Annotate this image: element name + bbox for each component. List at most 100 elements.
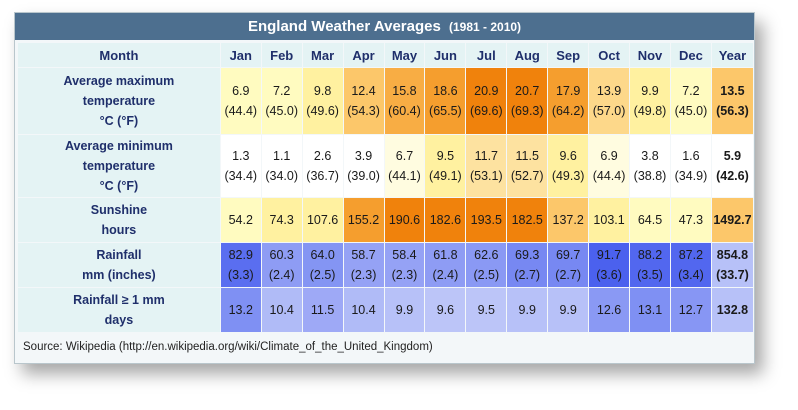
data-cell: 13.9 (57.0): [589, 68, 630, 134]
header-month: Month: [18, 43, 220, 67]
data-cell: 69.3 (2.7): [507, 243, 548, 287]
cell-value: 1.6: [682, 149, 700, 163]
cell-value: (42.6): [716, 169, 749, 183]
cell-value: 107.6: [306, 213, 339, 227]
data-cell: 15.8 (60.4): [384, 68, 425, 134]
data-cell: 11.5: [302, 288, 343, 332]
row-label-line: hours: [101, 223, 137, 237]
row-label-line: temperature: [82, 159, 156, 173]
data-cell: 193.5: [466, 198, 507, 242]
data-cell: 13.2: [220, 288, 261, 332]
cell-value: (2.3): [391, 268, 418, 282]
data-cell: 182.6: [425, 198, 466, 242]
data-cell: 9.9: [507, 288, 548, 332]
row-label-line: Rainfall ≥ 1 mm: [73, 293, 165, 307]
header-jun: Jun: [425, 43, 466, 67]
cell-value: 1.1: [273, 149, 291, 163]
table-title-range: (1981 - 2010): [448, 20, 522, 34]
cell-value: 9.5: [436, 149, 455, 163]
cell-value: 69.7: [555, 248, 581, 262]
data-cell: 9.9: [384, 288, 425, 332]
cell-value: 20.9: [474, 84, 499, 98]
data-cell: 64.5: [630, 198, 670, 242]
header-nov: Nov: [630, 43, 670, 67]
cell-value: (45.0): [265, 104, 299, 118]
table-row: Sunshine hours 54.2 74.3 107.6 155.2 190.6 182.…: [18, 198, 753, 242]
row-label-line: °C (°F): [99, 179, 139, 193]
cell-value: (39.0): [347, 169, 380, 183]
data-cell: 9.5 (49.1): [425, 135, 466, 197]
data-cell: 12.7: [670, 288, 711, 332]
header-aug: Aug: [507, 43, 548, 67]
cell-value: 6.9: [600, 149, 618, 163]
cell-value: 61.8: [433, 248, 458, 262]
cell-value: 132.8: [716, 303, 749, 317]
row-label-line: days: [104, 313, 134, 327]
data-cell: 6.7 (44.1): [384, 135, 425, 197]
cell-value: 11.5: [515, 149, 539, 163]
data-cell: 6.9 (44.4): [220, 68, 261, 134]
cell-value: (2.4): [268, 268, 295, 282]
data-cell: 3.9 (39.0): [343, 135, 384, 197]
cell-value: 10.4: [351, 303, 376, 317]
data-cell: 88.2 (3.5): [630, 243, 670, 287]
table-body: Average maximum temperature °C (°F) 6.9 (44.…: [18, 68, 753, 332]
cell-value: 137.2: [552, 213, 584, 227]
cell-value: 87.2: [678, 248, 704, 262]
cell-value: 103.1: [593, 213, 625, 227]
data-cell: 7.2 (45.0): [261, 68, 302, 134]
cell-value: 9.6: [436, 303, 455, 317]
data-cell: 1.6 (34.9): [670, 135, 711, 197]
cell-value: (69.6): [469, 104, 503, 118]
cell-value: (38.8): [633, 169, 667, 183]
cell-value: 74.3: [269, 213, 294, 227]
cell-value: 854.8: [716, 248, 749, 262]
cell-value: (44.4): [224, 104, 258, 118]
row-label: Average minimum temperature °C (°F): [18, 135, 220, 197]
cell-value: (2.3): [350, 268, 377, 282]
cell-value: 1492.7: [713, 213, 752, 227]
cell-value: (57.0): [592, 104, 626, 118]
data-cell: 9.8 (49.6): [302, 68, 343, 134]
data-cell: 60.3 (2.4): [261, 243, 302, 287]
data-cell: 58.4 (2.3): [384, 243, 425, 287]
cell-value: (2.5): [309, 268, 336, 282]
data-cell: 2.6 (36.7): [302, 135, 343, 197]
cell-value: 62.6: [474, 248, 499, 262]
data-cell: 74.3: [261, 198, 302, 242]
data-cell: 1.1 (34.0): [261, 135, 302, 197]
cell-value: 9.9: [641, 84, 659, 98]
table-row: Average minimum temperature °C (°F) 1.3 (34.…: [18, 135, 753, 197]
cell-value: (34.9): [674, 169, 708, 183]
data-cell: 12.4 (54.3): [343, 68, 384, 134]
data-cell: 58.7 (2.3): [343, 243, 384, 287]
header-jul: Jul: [466, 43, 507, 67]
cell-value: (2.5): [473, 268, 500, 282]
cell-value: 58.7: [351, 248, 376, 262]
data-cell: 11.7 (53.1): [466, 135, 507, 197]
data-cell: 182.5: [507, 198, 548, 242]
cell-value: (65.5): [429, 104, 462, 118]
data-cell: 54.2: [220, 198, 261, 242]
data-cell: 11.5 (52.7): [507, 135, 548, 197]
table-row: Rainfall mm (inches) 82.9 (3.3) 60.3 (2.4) 64.…: [18, 243, 753, 287]
cell-value: (36.7): [306, 169, 339, 183]
row-label: Average maximum temperature °C (°F): [18, 68, 220, 134]
data-cell: 62.6 (2.5): [466, 243, 507, 287]
cell-value: (53.1): [469, 169, 503, 183]
year-cell: 854.8 (33.7): [711, 243, 753, 287]
data-cell: 69.7 (2.7): [548, 243, 589, 287]
header-jan: Jan: [220, 43, 261, 67]
row-label-line: Rainfall: [96, 248, 142, 262]
cell-value: 9.9: [395, 303, 414, 317]
cell-value: 91.7: [596, 248, 622, 262]
cell-value: (56.3): [716, 104, 749, 118]
cell-value: (2.7): [555, 268, 581, 282]
year-cell: 5.9 (42.6): [711, 135, 753, 197]
year-cell: 13.5 (56.3): [711, 68, 753, 134]
header-dec: Dec: [670, 43, 711, 67]
data-cell: 10.4: [343, 288, 384, 332]
cell-value: (34.0): [265, 169, 299, 183]
row-label: Rainfall ≥ 1 mm days: [18, 288, 220, 332]
table-title-bar: England Weather Averages (1981 - 2010): [15, 13, 754, 40]
